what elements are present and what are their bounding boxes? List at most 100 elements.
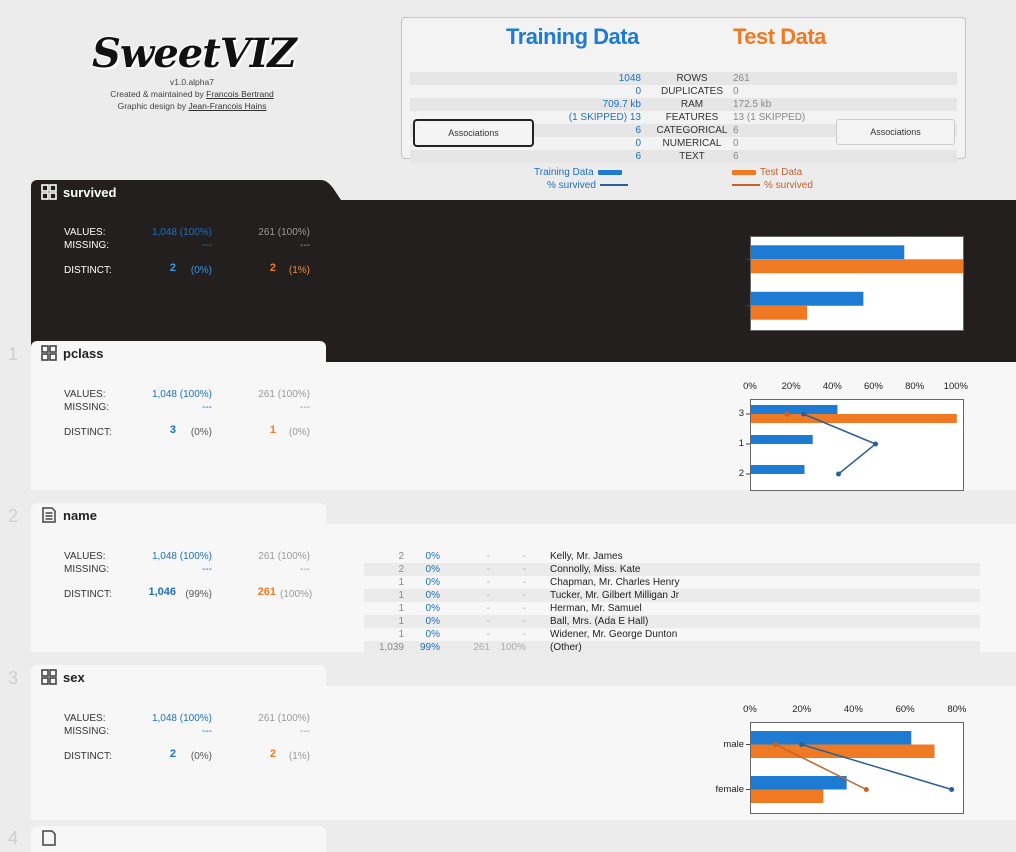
feature-name: survived [63,185,116,200]
table-cell-value: Ball, Mrs. (Ada E Hall) [550,615,648,628]
summary-train-value: 6 [635,124,641,137]
stat-label: VALUES: [64,550,144,563]
line-point [836,472,841,477]
credit-prefix: Created & maintained by [110,89,206,99]
chart-sex: 0% 20% 40% 60% 80% male female [700,704,980,816]
summary-train-value: 0 [635,137,641,150]
table-cell-pct: 0% [426,550,440,563]
document-icon [41,830,57,846]
table-cell-tcount: - [487,550,490,563]
table-cell-value: Chapman, Mr. Charles Henry [550,576,680,589]
distinct-test-count: 2 [244,262,276,275]
stat-label: MISSING: [64,563,144,576]
distinct-train-count: 1,046 [144,586,176,599]
name-value-table: 2 0% - - Kelly, Mr. James 2 0% - - Connolly, Miss… [364,550,980,654]
distinct-test-pct: (1%) [280,264,310,277]
table-cell-value: (Other) [550,641,582,654]
designer-link[interactable]: Jean-Francois Hains [188,101,266,111]
summary-test-value: 0 [733,137,739,150]
table-cell-tcount: - [487,589,490,602]
table-cell-pct: 99% [420,641,440,654]
category-label: 3 [684,408,744,419]
category-label: male [684,739,744,750]
author-link[interactable]: Francois Bertrand [206,89,274,99]
summary-train-value: (1 SKIPPED) 13 [569,111,641,124]
summary-label: CATEGORICAL [642,124,742,137]
tab-next-feature[interactable] [31,826,326,852]
summary-test-value: 6 [733,150,739,163]
stat-label: DISTINCT: [64,264,144,277]
table-cell-tpct: - [523,576,526,589]
bar-test [751,790,823,804]
summary-label: TEXT [642,150,742,163]
table-cell-value: Herman, Mr. Samuel [550,602,642,615]
summary-label: NUMERICAL [642,137,742,150]
table-cell-tpct: - [523,615,526,628]
bar-train [751,435,813,444]
train-line-icon [600,184,628,186]
test-data-title: Test Data [733,24,826,50]
summary-train-value: 6 [635,150,641,163]
bar-train [751,776,847,790]
table-cell-value: Kelly, Mr. James [550,550,623,563]
design-line: Graphic design by Jean-Francois Hains [92,100,292,112]
grid-icon [41,184,57,200]
stat-label: VALUES: [64,226,144,239]
distinct-test-pct: (100%) [280,588,310,601]
chart-survived: 0% 20% 40% 60% 80% 0 1 [700,218,980,333]
stat-test-value: --- [254,239,310,252]
bar-test [751,306,807,320]
legend-test-target: % survived [764,180,813,191]
summary-panel: Training Data Test Data 1048 ROWS 261 0 DUPL… [401,17,966,159]
distinct-train-pct: (99%) [182,588,212,601]
table-row: 1 0% - - Tucker, Mr. Gilbert Milligan Jr [364,589,980,602]
feature-name: name [63,508,97,523]
stat-test-value: 261 (100%) [254,550,310,563]
summary-label: DUPLICATES [642,85,742,98]
table-cell-count: 2 [398,563,404,576]
table-row: 1 0% - - Herman, Mr. Samuel [364,602,980,615]
bar-test [751,259,963,273]
summary-label: RAM [642,98,742,111]
associations-button-test[interactable]: Associations [836,119,955,145]
summary-row: 0 DUPLICATES 0 [410,85,957,98]
line-point [799,742,804,747]
distinct-train-count: 2 [144,748,176,761]
logo-wordmark: SweetVIZ [92,32,292,76]
training-data-title: Training Data [506,24,639,50]
chart-plot [700,704,980,816]
stat-test-value: 261 (100%) [254,712,310,725]
table-cell-value: Tucker, Mr. Gilbert Milligan Jr [550,589,679,602]
table-row: 1 0% - - Widener, Mr. George Dunton [364,628,980,641]
table-cell-tcount: 261 [473,641,490,654]
table-cell-tpct: - [523,628,526,641]
design-prefix: Graphic design by [118,101,189,111]
distinct-test-pct: (1%) [280,750,310,763]
document-icon [41,507,57,523]
version-label: v1.0.alpha7 [92,76,292,88]
stat-train-value: --- [146,725,212,738]
table-cell-tpct: - [523,550,526,563]
line-point [873,442,878,447]
summary-label: ROWS [642,72,742,85]
tab-slope [309,180,349,200]
bar-train [751,465,805,474]
associations-button-train[interactable]: Associations [413,119,534,147]
stat-train-value: 1,048 (100%) [146,550,212,563]
line-point [801,412,806,417]
distinct-train-count: 3 [144,424,176,437]
feature-index: 3 [8,668,18,689]
feature-index: 2 [8,506,18,527]
stat-label: MISSING: [64,239,144,252]
distinct-train-count: 2 [144,262,176,275]
test-swatch-icon [732,170,756,175]
bar-test [751,414,957,423]
table-cell-pct: 0% [426,576,440,589]
category-label: 0 [684,253,744,264]
table-cell-count: 2 [398,550,404,563]
category-label: 1 [684,300,744,311]
stat-train-value: 1,048 (100%) [146,388,212,401]
summary-row: 709.7 kb RAM 172.5 kb [410,98,957,111]
line-point [864,787,869,792]
table-cell-tpct: - [523,602,526,615]
